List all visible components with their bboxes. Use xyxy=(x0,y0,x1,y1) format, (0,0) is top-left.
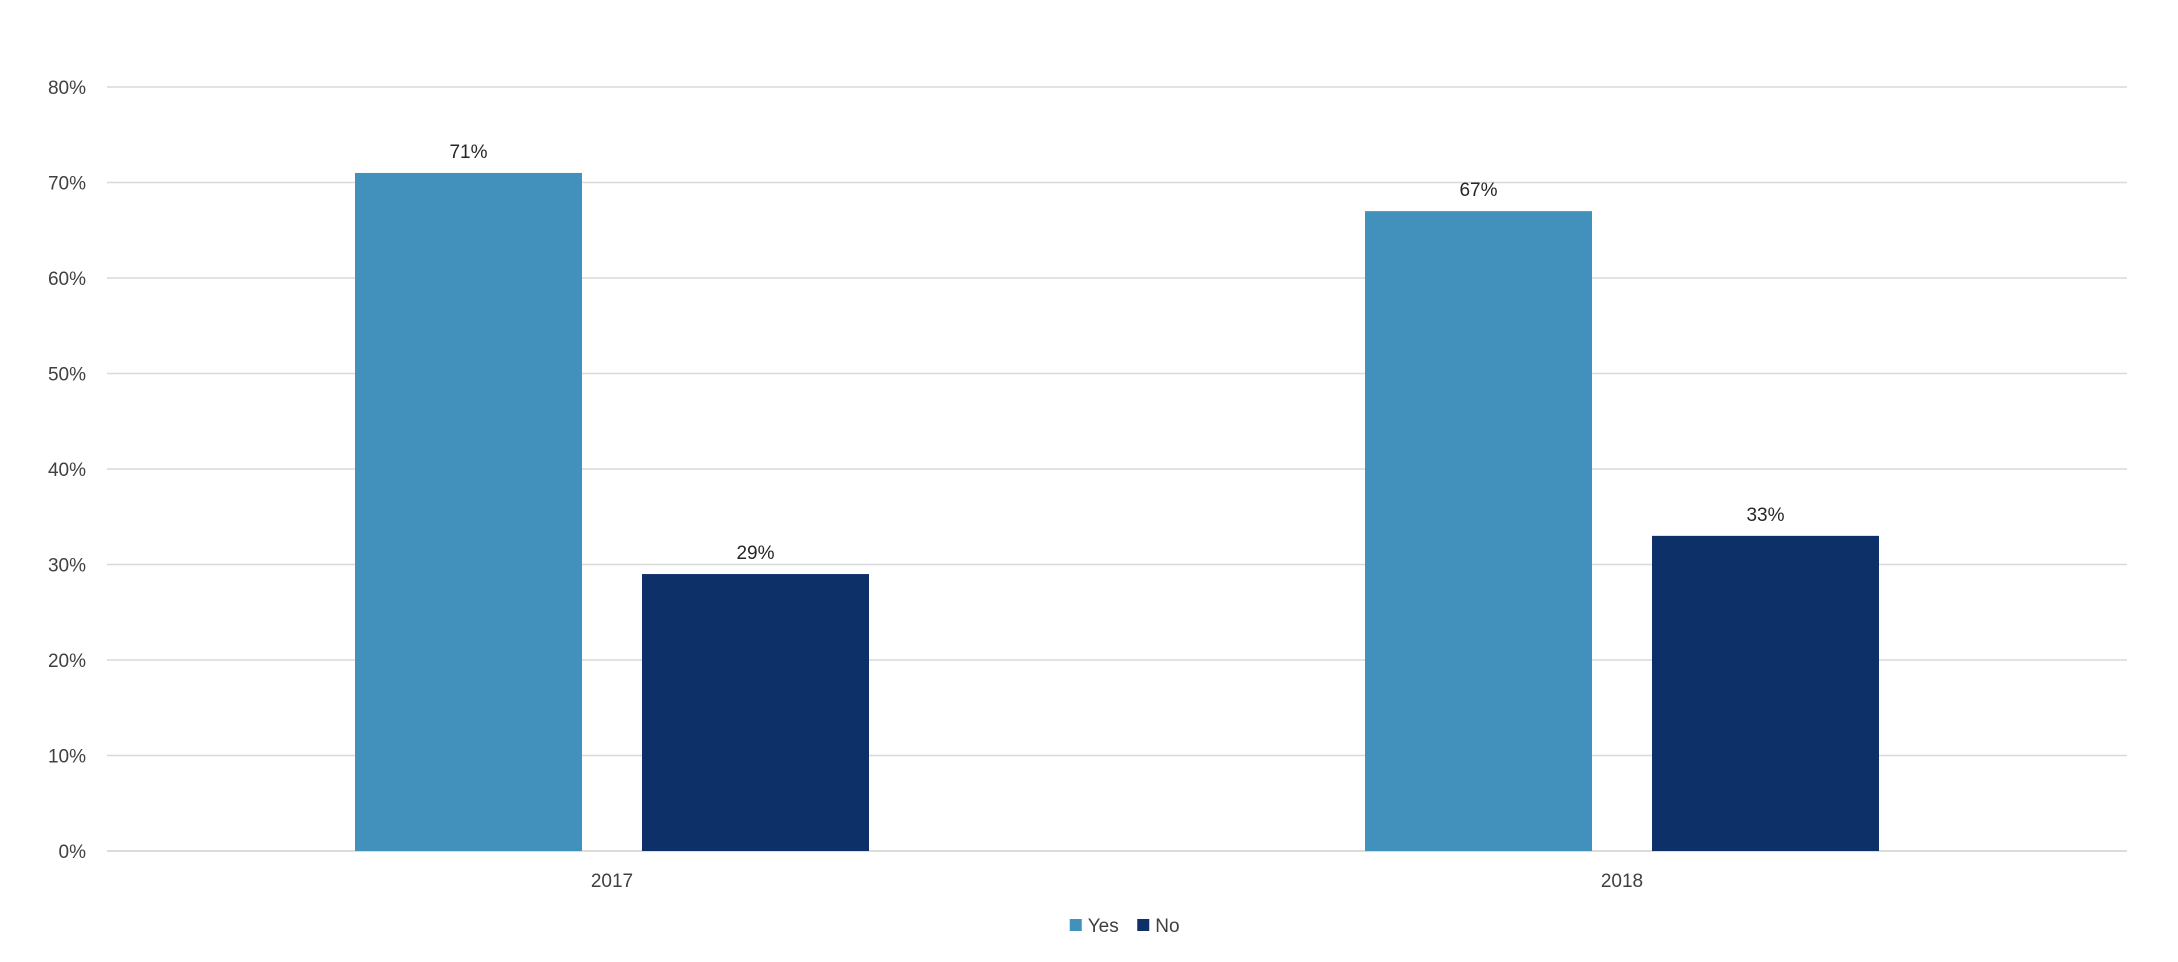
y-tick-label: 80% xyxy=(48,78,86,99)
bars xyxy=(355,172,1879,851)
legend-swatch xyxy=(1137,919,1150,931)
bar-no-2017[interactable] xyxy=(642,574,869,851)
data-label-yes-2018: 67% xyxy=(1459,180,1497,201)
bar-no-2018[interactable] xyxy=(1652,535,1879,851)
x-tick-label: 2017 xyxy=(591,871,633,892)
y-tick-label: 40% xyxy=(48,460,86,481)
x-axis-tick-labels: 2017 2018 xyxy=(591,871,1643,892)
legend-swatch xyxy=(1069,919,1082,931)
y-tick-label: 70% xyxy=(48,174,86,195)
x-tick-label: 2018 xyxy=(1601,871,1643,892)
bar-yes-2017[interactable] xyxy=(355,172,582,851)
y-tick-label: 10% xyxy=(48,747,86,768)
legend[interactable]: Yes No xyxy=(1069,916,1180,937)
y-tick-label: 20% xyxy=(48,651,86,672)
y-tick-label: 50% xyxy=(48,365,86,386)
data-label-no-2018: 33% xyxy=(1746,505,1784,526)
legend-label: No xyxy=(1155,916,1179,937)
legend-item-yes[interactable]: Yes xyxy=(1069,916,1119,937)
y-tick-label: 30% xyxy=(48,556,86,577)
bar-yes-2018[interactable] xyxy=(1365,211,1592,851)
y-tick-label: 60% xyxy=(48,269,86,290)
y-axis-tick-labels: 0% 10% 20% 30% 40% 50% 60% 70% 80% xyxy=(48,78,86,863)
y-tick-label: 0% xyxy=(59,842,87,863)
legend-item-no[interactable]: No xyxy=(1137,916,1180,937)
data-label-yes-2017: 71% xyxy=(449,142,487,163)
legend-label: Yes xyxy=(1088,916,1119,937)
data-label-no-2017: 29% xyxy=(736,543,774,564)
data-labels: 71% 29% 67% 33% xyxy=(449,142,1784,564)
